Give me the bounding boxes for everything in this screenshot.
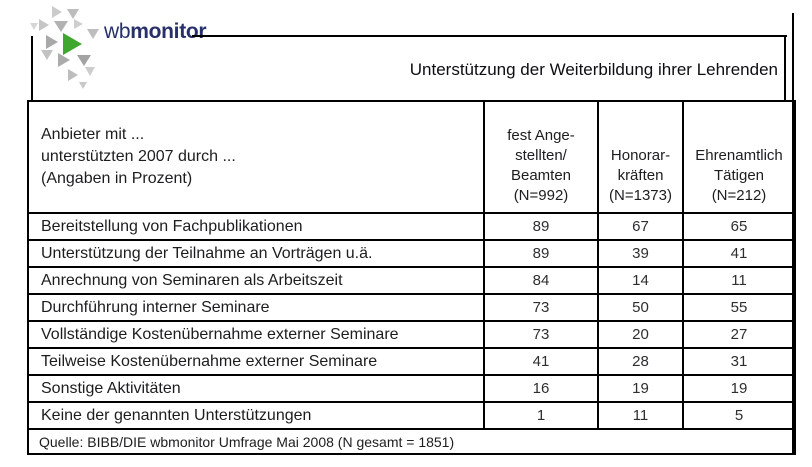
- logo-triangle-green: [63, 33, 82, 55]
- logo-triangle: [52, 6, 62, 18]
- cell-value: 1: [483, 401, 599, 430]
- row-label: Durchführung interner Seminare: [27, 293, 485, 322]
- cell-value: 20: [597, 320, 684, 349]
- logo-triangle: [58, 53, 70, 67]
- row-label: Unterstützung der Teilnahme an Vorträgen…: [27, 239, 485, 268]
- table-row: Bereitstellung von Fachpublikationen 89 …: [27, 212, 796, 241]
- logo-triangle: [67, 9, 79, 19]
- page-title: Unterstützung der Weiterbildung ihrer Le…: [409, 60, 778, 79]
- cell-value: 73: [483, 293, 599, 322]
- logo-triangle: [39, 19, 49, 31]
- header-rule: [192, 35, 787, 37]
- row-label: Bereitstellung von Fachpublikationen: [27, 212, 485, 241]
- table-row: Keine der genannten Unterstützungen 1 11…: [27, 401, 796, 430]
- cell-value: 11: [682, 266, 796, 295]
- cell-value: 73: [483, 320, 599, 349]
- table-row: Teilweise Kostenübernahme externer Semin…: [27, 347, 796, 376]
- logo-triangle: [68, 69, 78, 81]
- cell-value: 16: [483, 374, 599, 403]
- table-row: Unterstützung der Teilnahme an Vorträgen…: [27, 239, 796, 268]
- cell-value: 67: [597, 212, 684, 241]
- wbmonitor-logo-icon: [30, 6, 112, 98]
- left-frame-line: [31, 36, 33, 101]
- logo-triangle: [85, 67, 95, 76]
- logo-triangle: [77, 55, 91, 66]
- wbmonitor-logo-text: wbmonitor: [104, 20, 207, 44]
- title-box-right-line: [784, 36, 786, 101]
- cell-value: 19: [597, 374, 684, 403]
- logo-triangle: [74, 19, 83, 29]
- logo-triangle: [54, 21, 68, 32]
- logo-triangle: [87, 29, 99, 39]
- cell-value: 89: [483, 212, 599, 241]
- column-header-honorarkraefte: Honorar- kräften (N=1373): [597, 100, 684, 214]
- logo-triangle: [30, 23, 38, 30]
- cell-value: 41: [682, 239, 796, 268]
- cell-value: 5: [682, 401, 796, 430]
- row-label: Vollständige Kostenübernahme externer Se…: [27, 320, 485, 349]
- data-table: Anbieter mit ... unterstützten 2007 durc…: [27, 100, 796, 455]
- cell-value: 31: [682, 347, 796, 376]
- table-header-row: Anbieter mit ... unterstützten 2007 durc…: [27, 100, 796, 214]
- row-label: Keine der genannten Unterstützungen: [27, 401, 485, 430]
- cell-value: 89: [483, 239, 599, 268]
- table-row: Durchführung interner Seminare 73 50 55: [27, 293, 796, 322]
- cell-value: 65: [682, 212, 796, 241]
- cell-value: 39: [597, 239, 684, 268]
- table-row: Vollständige Kostenübernahme externer Se…: [27, 320, 796, 349]
- cell-value: 50: [597, 293, 684, 322]
- column-header-ehrenamtliche: Ehrenamtlich Tätigen (N=212): [682, 100, 796, 214]
- cell-value: 27: [682, 320, 796, 349]
- row-label: Teilweise Kostenübernahme externer Semin…: [27, 347, 485, 376]
- logo-triangle: [41, 50, 53, 60]
- table-row: Anrechnung von Seminaren als Arbeitszeit…: [27, 266, 796, 295]
- row-label: Sonstige Aktivitäten: [27, 374, 485, 403]
- table-source-row: Quelle: BIBB/DIE wbmonitor Umfrage Mai 2…: [27, 428, 796, 455]
- table-row: Sonstige Aktivitäten 16 19 19: [27, 374, 796, 403]
- logo-text-wb: wb: [104, 20, 131, 43]
- column-header-fest-angestellte: fest Ange- stellten/ Beamten (N=992): [483, 100, 599, 214]
- row-label: Anrechnung von Seminaren als Arbeitszeit: [27, 266, 485, 295]
- logo-triangle: [79, 82, 87, 89]
- cell-value: 41: [483, 347, 599, 376]
- logo-triangle: [46, 35, 58, 49]
- cell-value: 14: [597, 266, 684, 295]
- cell-value: 11: [597, 401, 684, 430]
- source-note: Quelle: BIBB/DIE wbmonitor Umfrage Mai 2…: [27, 428, 796, 455]
- cell-value: 28: [597, 347, 684, 376]
- cell-value: 55: [682, 293, 796, 322]
- logo-text-monitor: monitor: [130, 20, 207, 43]
- cell-value: 84: [483, 266, 599, 295]
- table-corner-header: Anbieter mit ... unterstützten 2007 durc…: [27, 100, 485, 214]
- cell-value: 19: [682, 374, 796, 403]
